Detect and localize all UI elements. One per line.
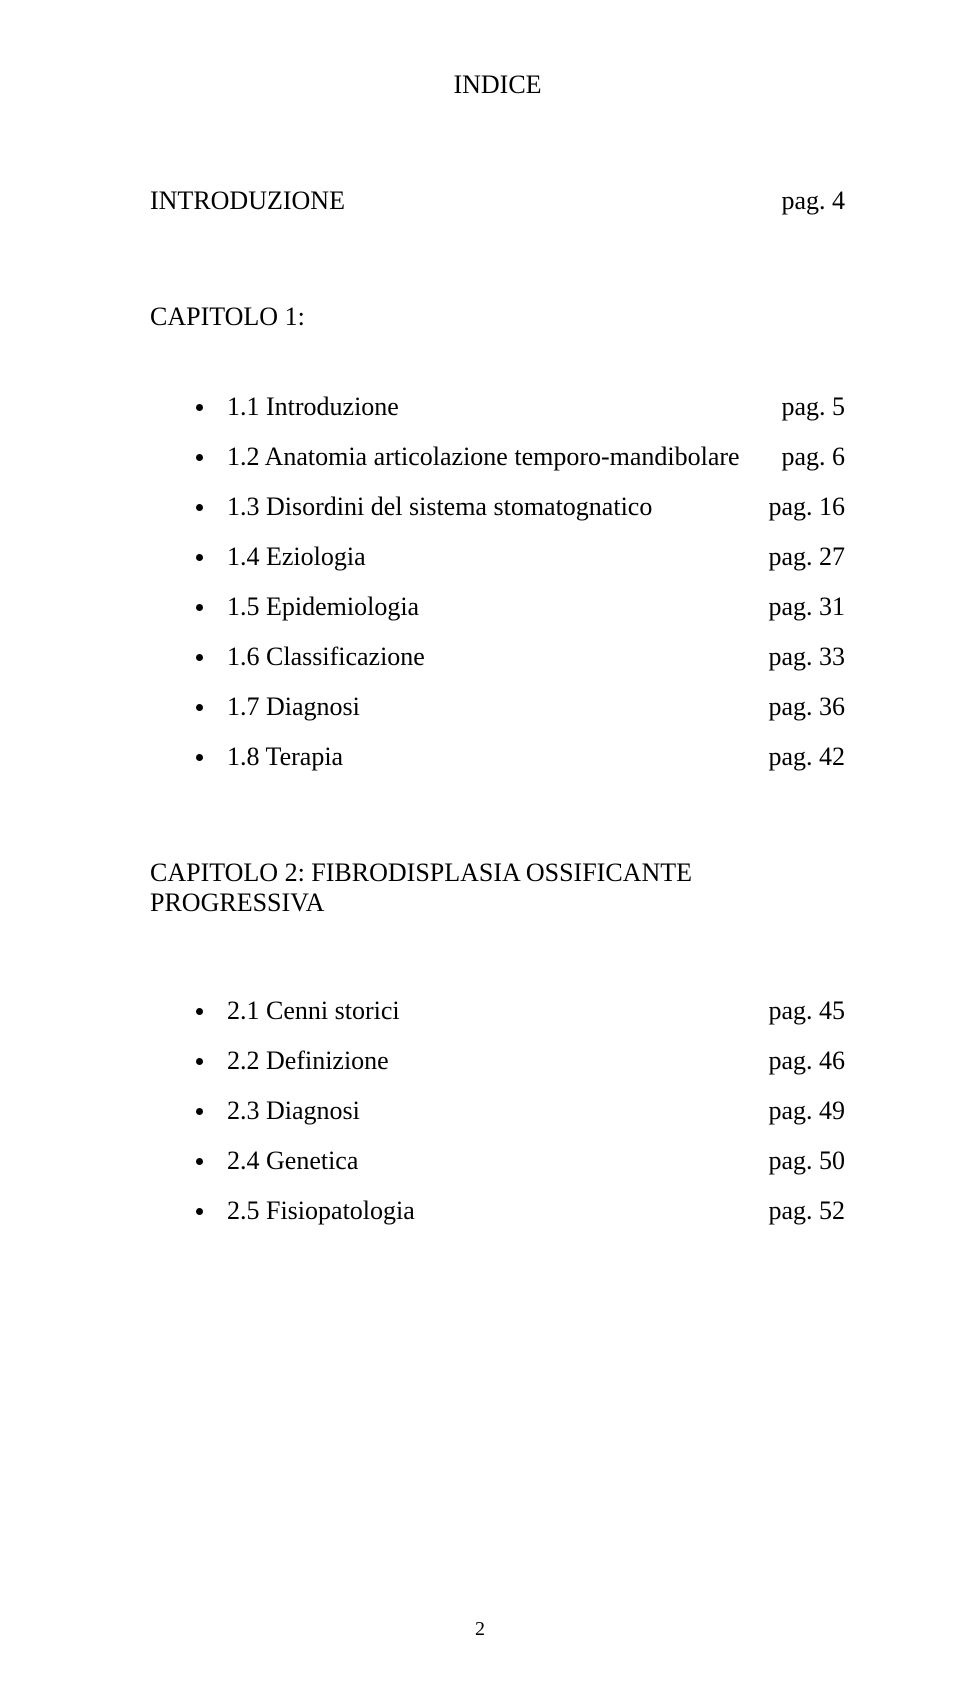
bullet-icon [196,1108,203,1115]
toc-item-page: pag. 16 [768,492,845,522]
bullet-icon [196,504,203,511]
toc-item-page: pag. 42 [768,742,845,772]
toc-item: 1.4 Eziologia pag. 27 [150,542,845,572]
intro-page: pag. 4 [781,186,845,216]
toc-item-page: pag. 50 [768,1146,845,1176]
toc-item: 2.1 Cenni storici pag. 45 [150,996,845,1026]
toc-item-page: pag. 45 [768,996,845,1026]
chapter1-toc: 1.1 Introduzione pag. 5 1.2 Anatomia art… [150,392,845,772]
toc-item-page: pag. 36 [768,692,845,722]
toc-item-label: 1.8 Terapia [227,742,768,772]
toc-item: 1.2 Anatomia articolazione temporo-mandi… [150,442,845,472]
toc-item-page: pag. 52 [768,1196,845,1226]
toc-item-label: 2.5 Fisiopatologia [227,1196,768,1226]
toc-item: 2.5 Fisiopatologia pag. 52 [150,1196,845,1226]
chapter2-toc: 2.1 Cenni storici pag. 45 2.2 Definizion… [150,996,845,1226]
toc-item-label: 1.5 Epidemiologia [227,592,768,622]
bullet-icon [196,1058,203,1065]
document-title: INDICE [150,70,845,100]
toc-item: 1.7 Diagnosi pag. 36 [150,692,845,722]
chapter1-heading: CAPITOLO 1: [150,302,845,332]
toc-item: 1.6 Classificazione pag. 33 [150,642,845,672]
toc-item-label: 1.3 Disordini del sistema stomatognatico [227,492,768,522]
toc-item-page: pag. 5 [781,392,845,422]
bullet-icon [196,1008,203,1015]
bullet-icon [196,1208,203,1215]
toc-item-label: 1.2 Anatomia articolazione temporo-mandi… [227,442,781,472]
toc-item-page: pag. 31 [768,592,845,622]
toc-item-label: 2.4 Genetica [227,1146,768,1176]
toc-item: 1.8 Terapia pag. 42 [150,742,845,772]
bullet-icon [196,1158,203,1165]
toc-item-label: 2.3 Diagnosi [227,1096,768,1126]
toc-item: 2.2 Definizione pag. 46 [150,1046,845,1076]
toc-item: 1.3 Disordini del sistema stomatognatico… [150,492,845,522]
page-number: 2 [0,1618,960,1641]
intro-row: INTRODUZIONE pag. 4 [150,186,845,216]
toc-item: 2.4 Genetica pag. 50 [150,1146,845,1176]
toc-item-page: pag. 27 [768,542,845,572]
bullet-icon [196,704,203,711]
chapter2-heading: CAPITOLO 2: FIBRODISPLASIA OSSIFICANTE P… [150,858,845,918]
bullet-icon [196,404,203,411]
bullet-icon [196,604,203,611]
toc-item-page: pag. 49 [768,1096,845,1126]
toc-item: 1.5 Epidemiologia pag. 31 [150,592,845,622]
bullet-icon [196,754,203,761]
toc-item-label: 1.7 Diagnosi [227,692,768,722]
toc-item-page: pag. 46 [768,1046,845,1076]
bullet-icon [196,554,203,561]
toc-item-label: 1.1 Introduzione [227,392,781,422]
bullet-icon [196,654,203,661]
toc-item-label: 1.4 Eziologia [227,542,768,572]
toc-item-label: 2.2 Definizione [227,1046,768,1076]
bullet-icon [196,454,203,461]
toc-item-label: 1.6 Classificazione [227,642,768,672]
intro-label: INTRODUZIONE [150,186,345,216]
toc-item: 2.3 Diagnosi pag. 49 [150,1096,845,1126]
toc-item-page: pag. 33 [768,642,845,672]
toc-item-page: pag. 6 [781,442,845,472]
toc-item: 1.1 Introduzione pag. 5 [150,392,845,422]
toc-item-label: 2.1 Cenni storici [227,996,768,1026]
